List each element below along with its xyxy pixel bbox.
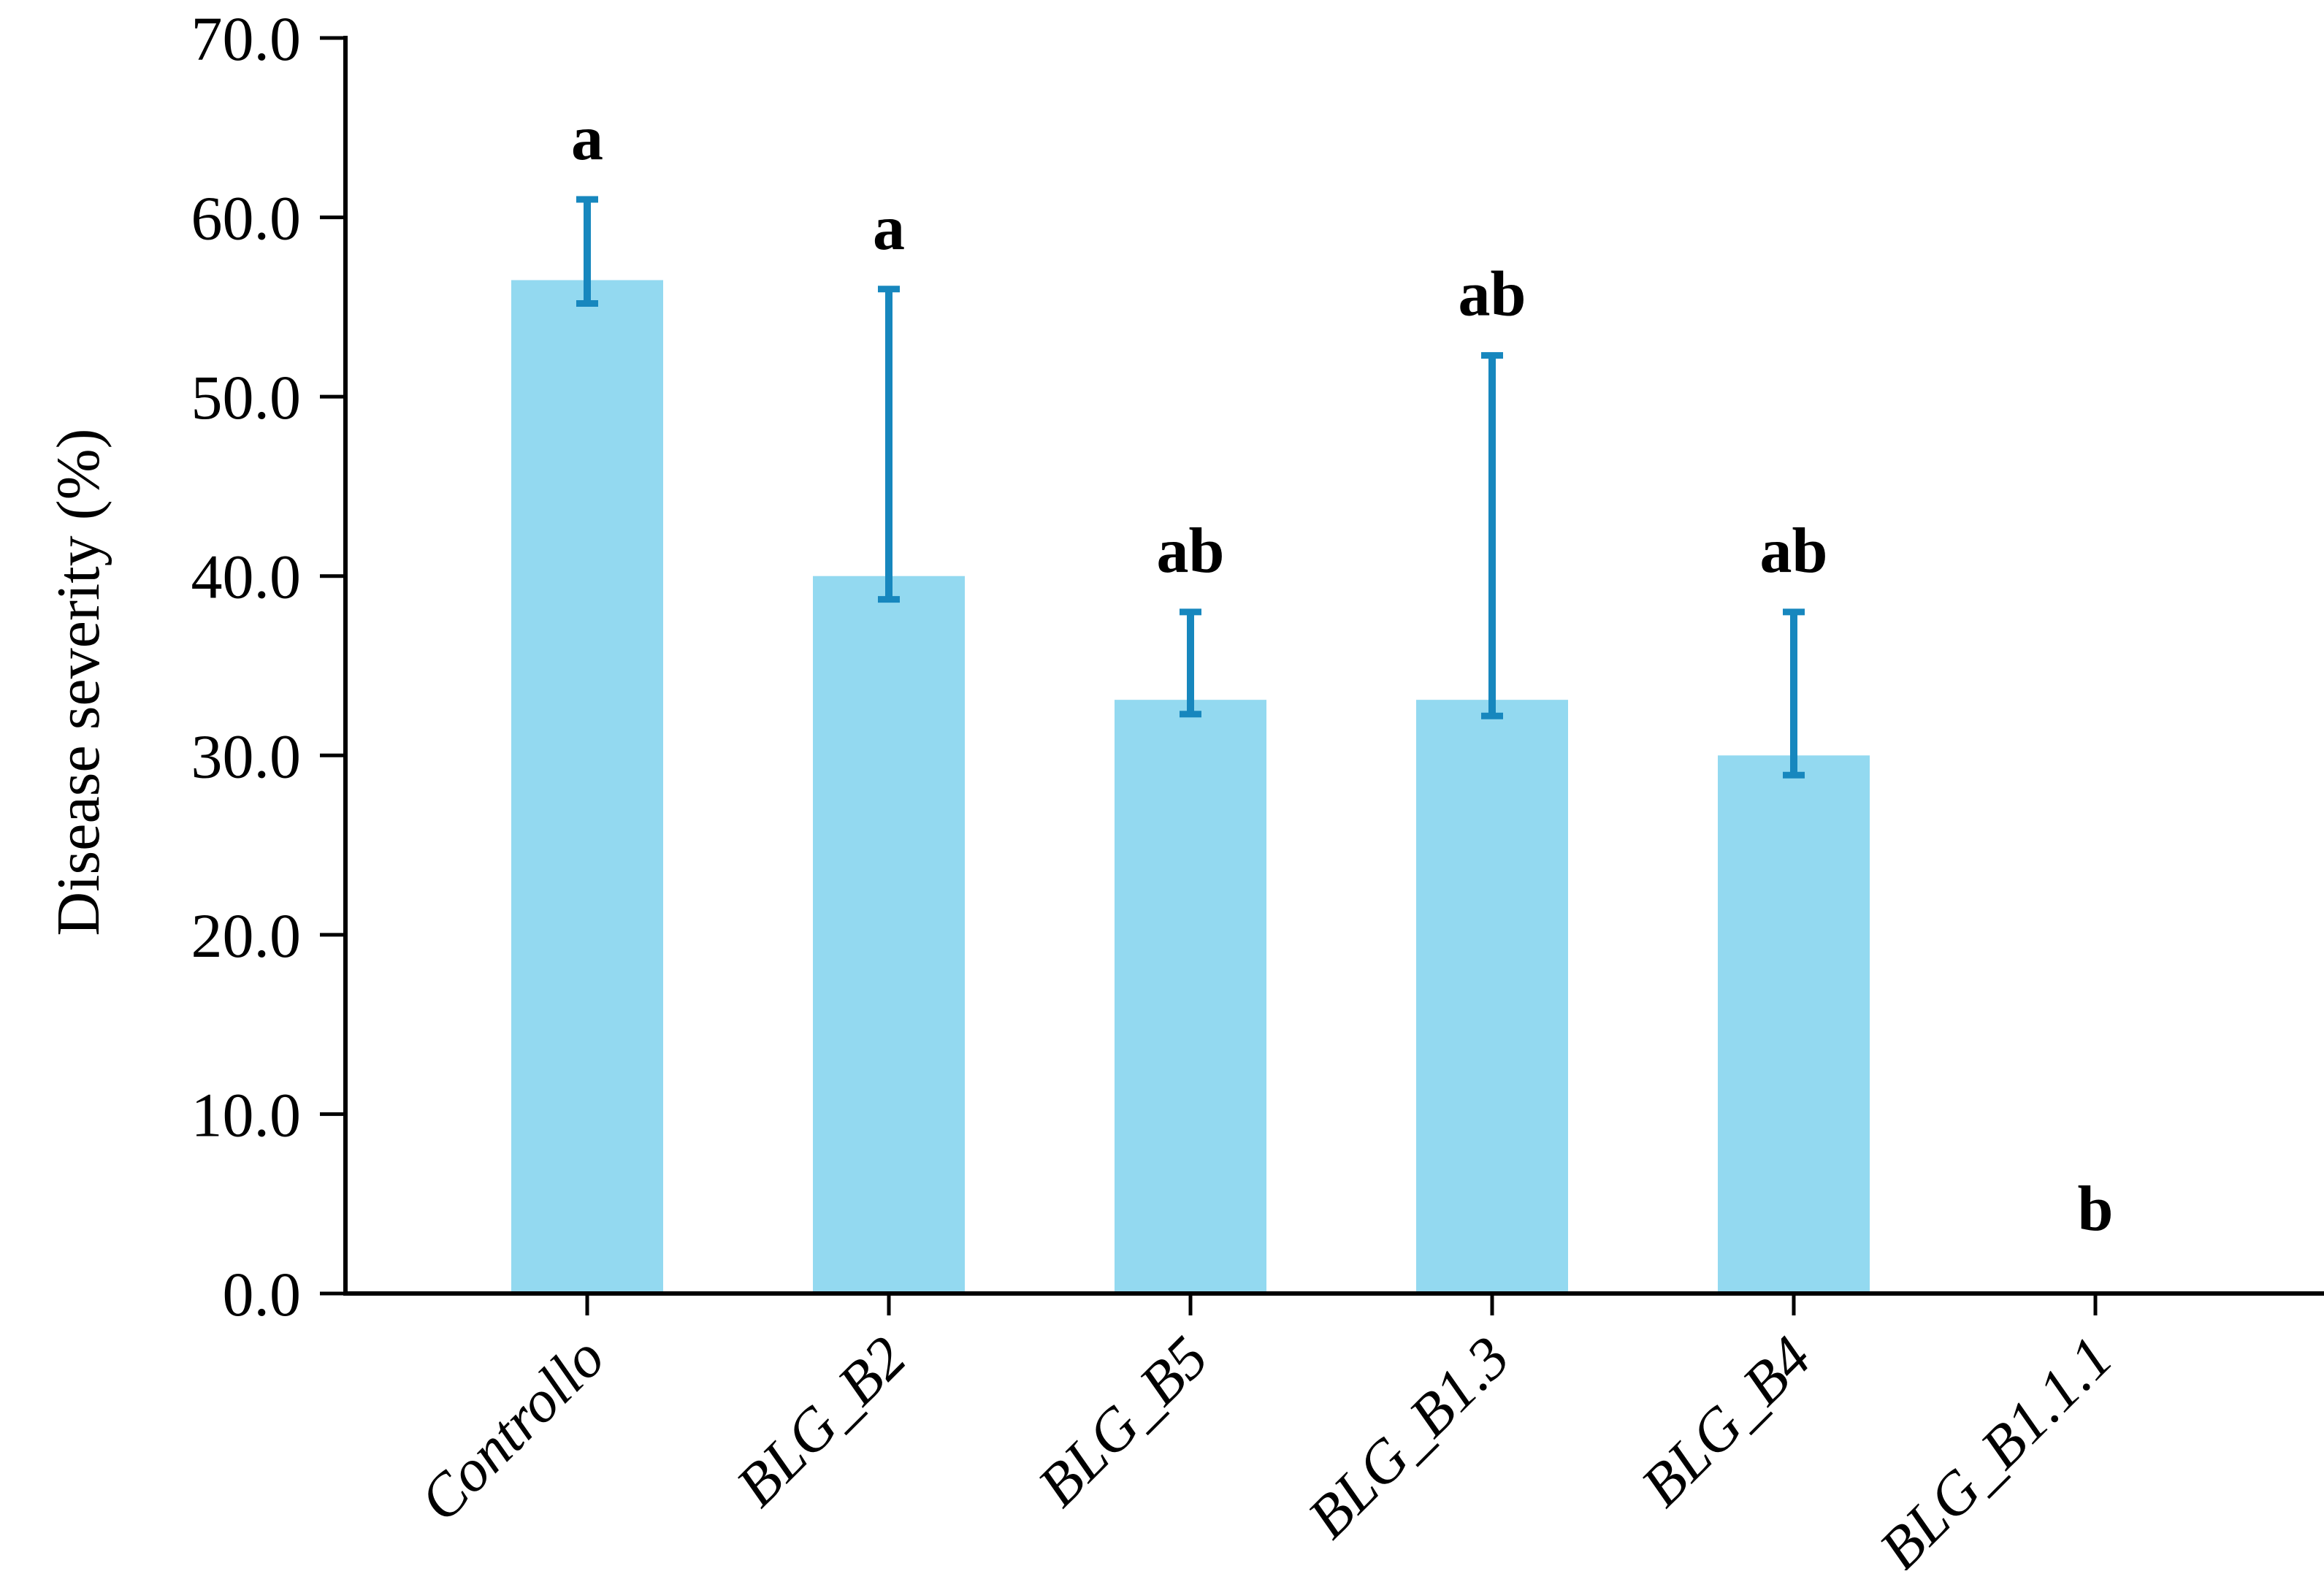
significance-letter-blg-b1-1-1: b — [2078, 1174, 2114, 1245]
bar-chart: 0.0 10.0 20.0 30.0 40.0 50.0 60.0 70.0 Controllo… — [45, 12, 2324, 1570]
significance-letter-controllo: a — [571, 103, 603, 174]
y-tick-label: 20.0 — [191, 901, 302, 971]
x-category-label-blg-b1-1-1: BLG_B1.1.1 — [1866, 1323, 2125, 1570]
error-bar-blg-b5 — [1180, 608, 1201, 718]
y-tick-label: 10.0 — [191, 1079, 302, 1150]
significance-letter-blg-b1-3: ab — [1459, 259, 1526, 330]
x-category-label-blg-b4: BLG_B4 — [1628, 1323, 1823, 1518]
y-axis-title: Disease severity (%) — [45, 428, 112, 936]
error-bar-controllo — [576, 196, 598, 307]
bar-blg-b2 — [813, 576, 965, 1294]
significance-letter-blg-b5: ab — [1157, 516, 1225, 586]
y-tick-label: 70.0 — [191, 12, 302, 74]
bar-controllo — [511, 280, 663, 1294]
y-tick-label: 60.0 — [191, 183, 302, 253]
disease-severity-chart: 0.0 10.0 20.0 30.0 40.0 50.0 60.0 70.0 Controllo… — [29, 12, 2324, 1570]
bar-blg-b5 — [1115, 700, 1266, 1294]
significance-letter-blg-b2: a — [873, 193, 905, 264]
x-category-label-blg-b5: BLG_B5 — [1025, 1323, 1220, 1518]
y-tick-label: 30.0 — [191, 721, 302, 791]
bar-blg-b1-3 — [1416, 700, 1568, 1294]
x-category-label-blg-b1-3: BLG_B1.3 — [1295, 1323, 1522, 1551]
significance-letter-blg-b4: ab — [1760, 516, 1828, 586]
y-tick-label: 40.0 — [191, 542, 302, 612]
error-bar-blg-b4 — [1783, 608, 1805, 779]
y-tick-label: 50.0 — [191, 362, 302, 432]
error-bar-blg-b1-3 — [1481, 352, 1503, 719]
x-category-label-blg-b2: BLG_B2 — [723, 1323, 918, 1518]
error-bar-blg-b2 — [878, 286, 900, 603]
x-category-label-controllo: Controllo — [407, 1323, 617, 1534]
bar-blg-b4 — [1718, 755, 1870, 1294]
y-tick-label: 0.0 — [223, 1259, 302, 1329]
